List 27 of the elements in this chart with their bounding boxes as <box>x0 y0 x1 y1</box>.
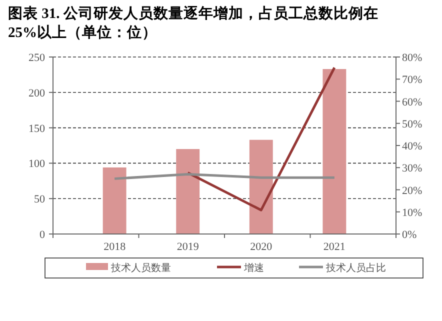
legend-label: 技术人员数量 <box>110 262 171 274</box>
y-tick-label: 200 <box>28 87 46 100</box>
y2-tick-label: 50% <box>402 118 422 130</box>
x-tick-label: 2019 <box>176 241 200 253</box>
y-tick-label: 0 <box>40 229 46 241</box>
y2-tick-label: 0% <box>402 229 417 241</box>
y-tick-label: 250 <box>28 52 46 64</box>
y2-tick-label: 40% <box>402 140 422 152</box>
y2-tick-label: 30% <box>402 162 422 175</box>
x-tick-label: 2020 <box>250 241 273 253</box>
y-tick-label: 150 <box>28 122 46 135</box>
y-tick-label: 100 <box>28 158 46 170</box>
bar <box>176 149 200 234</box>
y2-tick-label: 20% <box>402 184 422 197</box>
y2-tick-label: 70% <box>402 74 422 86</box>
bar <box>249 140 273 234</box>
legend-label: 增速 <box>243 262 264 274</box>
y2-tick-label: 80% <box>402 52 422 64</box>
x-tick-label: 2021 <box>323 241 346 253</box>
bar <box>322 69 346 234</box>
bar <box>102 167 126 234</box>
x-tick-label: 2018 <box>104 241 126 253</box>
y2-tick-label: 10% <box>402 206 422 219</box>
y-tick-label: 50 <box>34 194 46 206</box>
legend-label: 技术人员占比 <box>325 262 386 274</box>
y2-tick-label: 60% <box>402 96 422 108</box>
chart-title: 图表 31. 公司研发人员数量逐年增加，占员工总数比例在25%以上（单位：位） <box>8 5 378 41</box>
